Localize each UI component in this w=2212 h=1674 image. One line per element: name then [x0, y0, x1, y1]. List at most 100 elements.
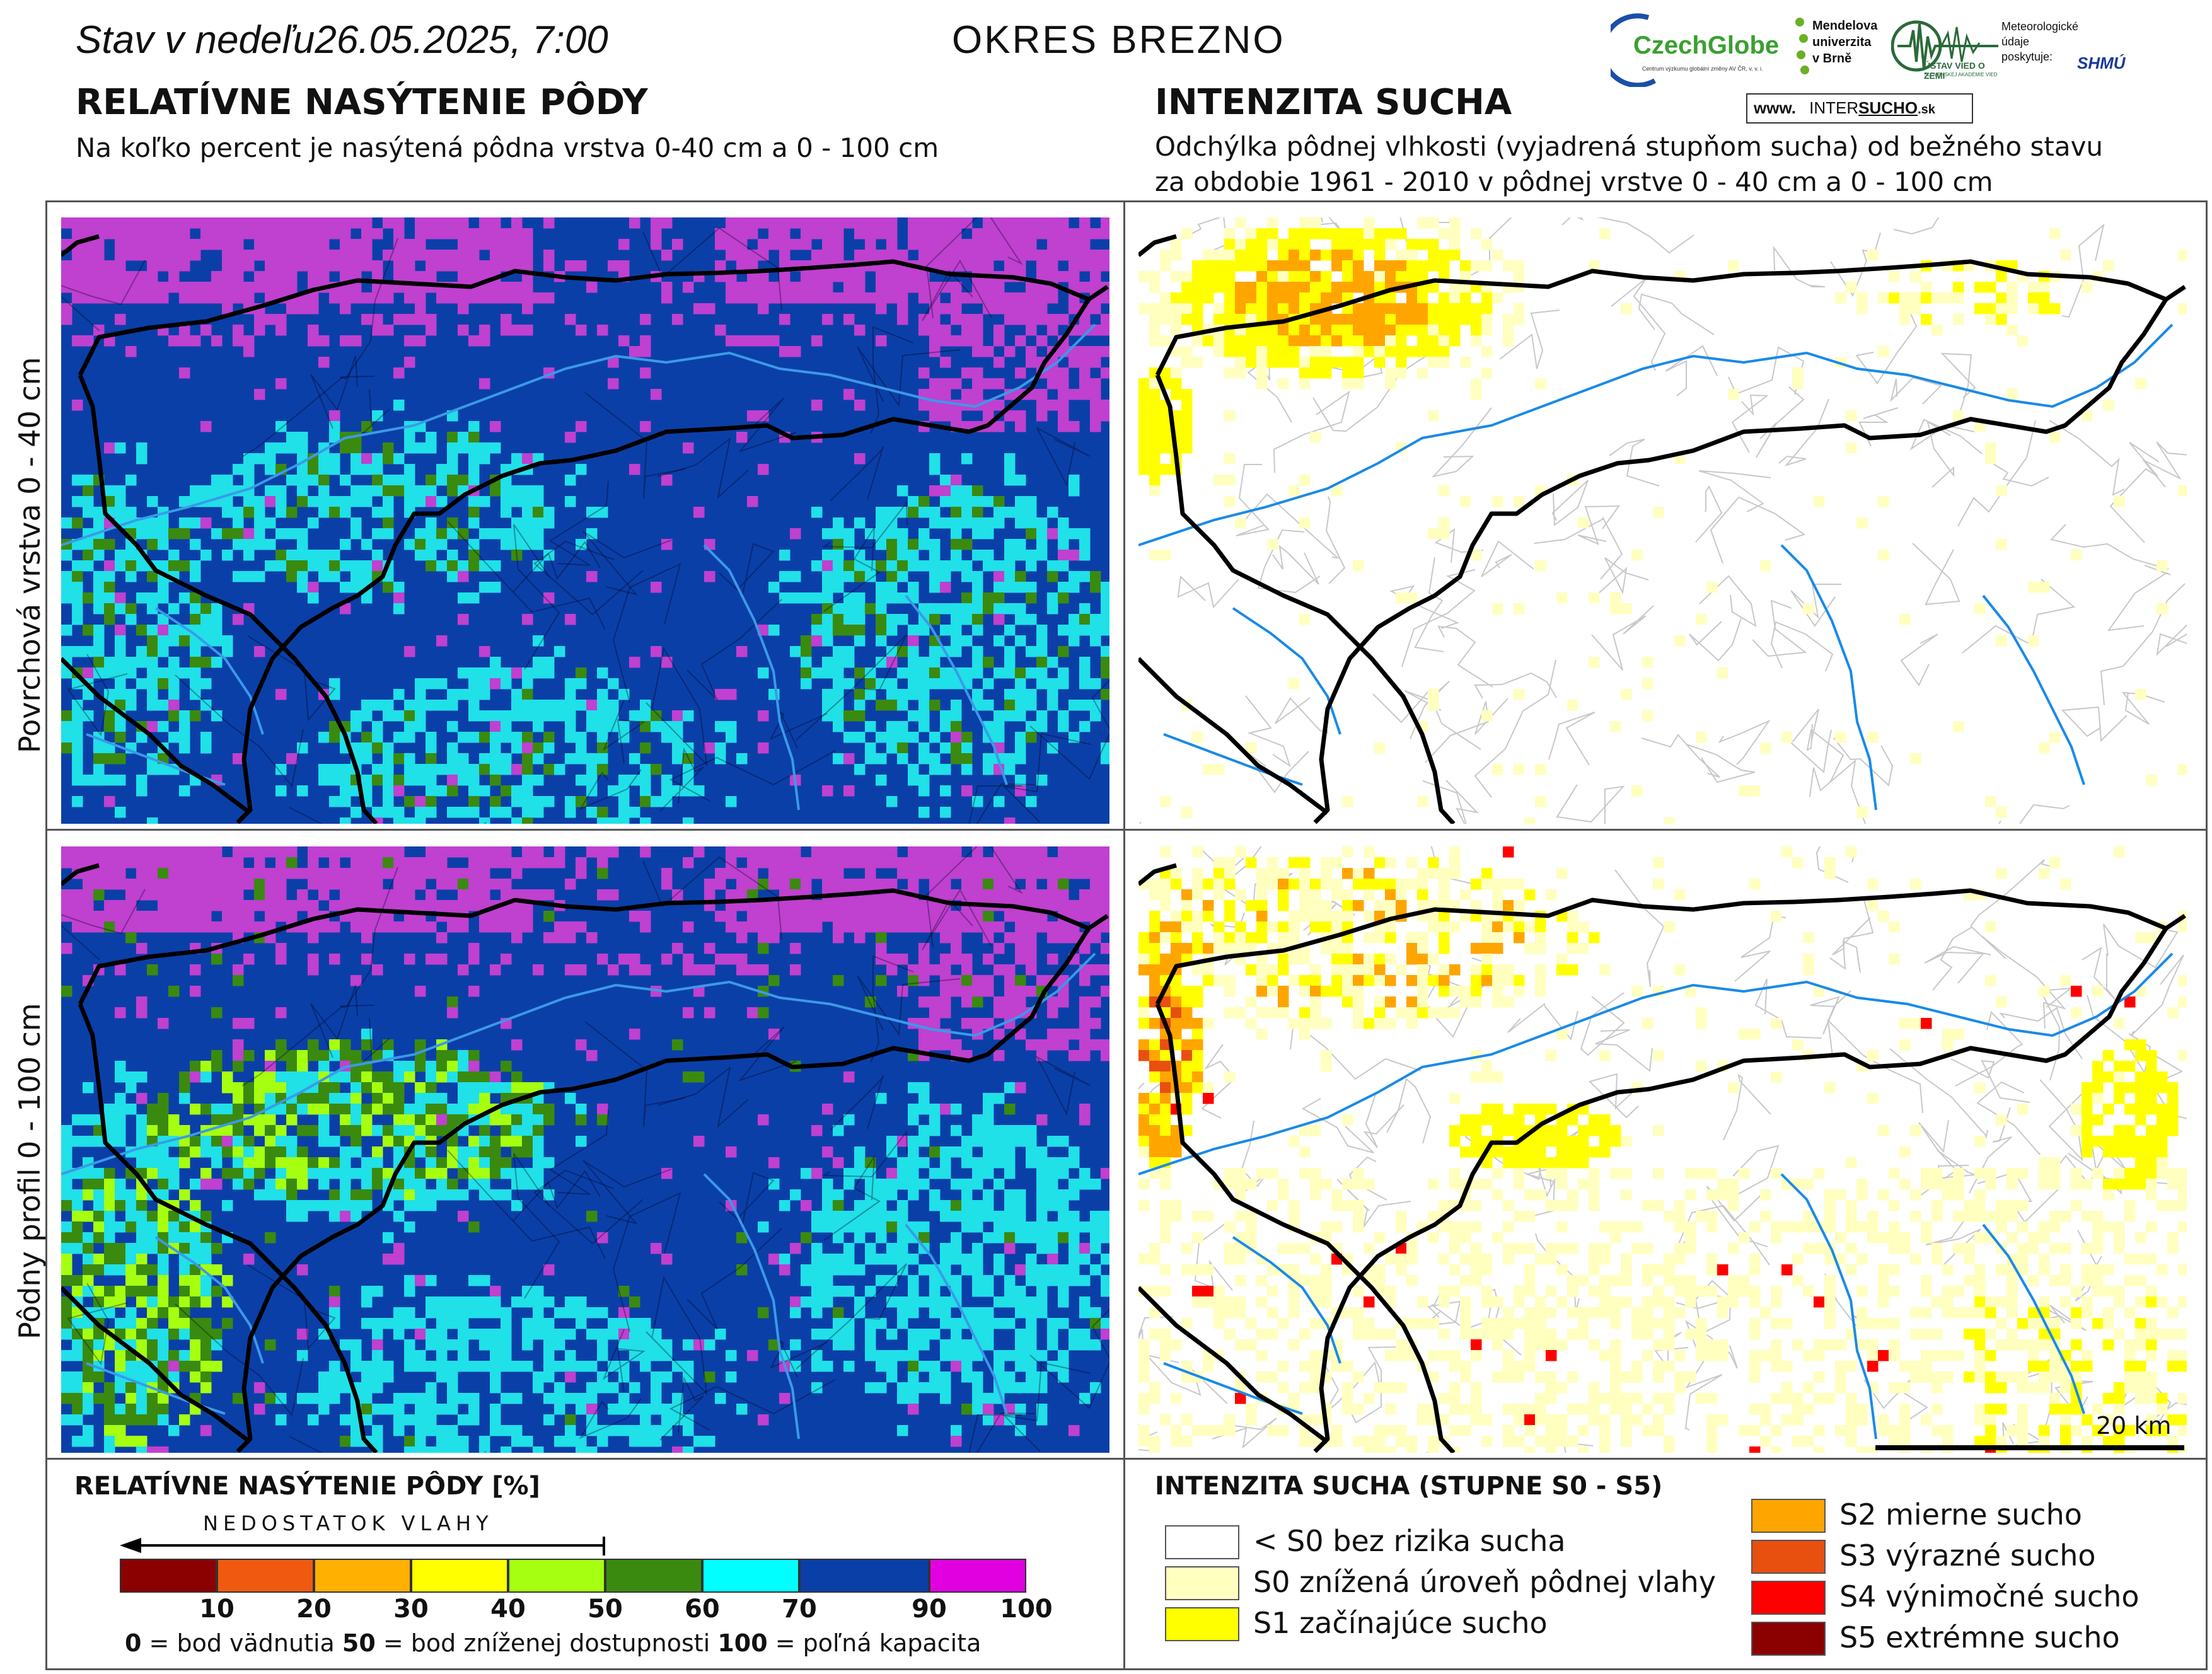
soil-saturation-cell — [522, 1179, 533, 1190]
soil-saturation-cell — [908, 217, 919, 229]
soil-saturation-cell — [801, 678, 812, 690]
soil-saturation-cell — [1079, 678, 1091, 690]
drought-cell — [1439, 250, 1450, 261]
soil-saturation-cell — [993, 635, 1005, 647]
soil-saturation-cell — [1079, 1339, 1091, 1351]
soil-saturation-cell — [125, 1243, 137, 1254]
soil-saturation-cell — [715, 954, 726, 965]
soil-saturation-cell — [254, 1382, 265, 1394]
soil-saturation-cell — [72, 721, 83, 732]
soil-saturation-cell — [897, 868, 908, 879]
soil-saturation-cell — [415, 857, 426, 869]
soil-saturation-cell — [876, 1361, 887, 1372]
soil-saturation-cell — [790, 346, 801, 357]
district-boundary — [584, 1021, 686, 1128]
soil-saturation-cell — [833, 1318, 844, 1329]
soil-saturation-cell — [179, 1146, 190, 1158]
soil-saturation-cell — [147, 1318, 158, 1329]
soil-saturation-cell — [243, 346, 255, 357]
soil-saturation-cell — [1047, 900, 1058, 911]
soil-saturation-cell — [983, 410, 994, 422]
soil-saturation-cell — [136, 560, 148, 572]
soil-saturation-cell — [361, 1168, 373, 1179]
terrain-line — [1833, 737, 1894, 787]
soil-saturation-cell — [843, 911, 855, 922]
drought-cell — [1910, 292, 1921, 304]
soil-saturation-cell — [404, 721, 415, 732]
drought-cell — [1953, 292, 1964, 304]
terrain-line — [1689, 618, 1742, 662]
soil-saturation-cell — [1058, 560, 1069, 572]
drought-cell — [1160, 250, 1171, 261]
soil-saturation-cell — [361, 921, 373, 933]
soil-saturation-cell — [511, 1136, 523, 1147]
soil-saturation-cell — [1026, 1146, 1037, 1158]
drought-cell — [1342, 228, 1353, 240]
soil-saturation-cell — [125, 1436, 137, 1447]
soil-saturation-cell — [715, 753, 726, 765]
soil-saturation-cell — [179, 785, 190, 797]
soil-saturation-cell — [1026, 943, 1037, 954]
soil-saturation-cell — [83, 1275, 94, 1286]
soil-saturation-cell — [961, 335, 973, 347]
soil-saturation-cell — [876, 943, 887, 954]
soil-saturation-cell — [865, 689, 876, 700]
soil-saturation-cell — [115, 603, 126, 615]
soil-saturation-cell — [275, 889, 287, 901]
soil-saturation-cell — [72, 1114, 83, 1126]
soil-saturation-cell — [275, 846, 287, 858]
drought-cell — [1364, 217, 1375, 229]
soil-saturation-cell — [940, 1296, 951, 1308]
drought-cell — [1439, 260, 1450, 272]
soil-saturation-cell — [736, 964, 748, 976]
terrain-line — [1809, 759, 1866, 824]
saturation-map-profile — [61, 846, 1109, 1453]
soil-saturation-cell — [1047, 528, 1058, 540]
soil-saturation-cell — [361, 1104, 373, 1115]
soil-saturation-cell — [972, 367, 983, 379]
soil-saturation-cell — [929, 560, 941, 572]
soil-saturation-cell — [415, 485, 426, 497]
soil-saturation-cell — [736, 250, 748, 261]
soil-saturation-cell — [565, 1414, 576, 1426]
soil-saturation-cell — [522, 667, 533, 679]
soil-saturation-cell — [972, 517, 983, 529]
soil-saturation-cell — [1101, 1221, 1109, 1233]
soil-saturation-cell — [554, 1307, 565, 1319]
soil-saturation-cell — [511, 528, 523, 540]
soil-saturation-cell — [318, 1179, 330, 1190]
czechglobe-name: CzechGlobe — [1633, 32, 1780, 59]
drought-cell — [1449, 282, 1461, 293]
soil-saturation-cell — [1079, 975, 1091, 986]
soil-saturation-cell — [1058, 1296, 1069, 1308]
soil-saturation-cell — [329, 410, 340, 422]
soil-saturation-cell — [372, 292, 383, 304]
soil-saturation-cell — [747, 282, 758, 293]
soil-saturation-cell — [854, 625, 866, 636]
mendelu-line1: Mendelova — [1812, 19, 1878, 33]
soil-saturation-cell — [115, 1318, 126, 1329]
soil-saturation-cell — [1068, 700, 1080, 711]
soil-saturation-cell — [393, 1404, 405, 1415]
soil-saturation-cell — [361, 1361, 373, 1372]
soil-saturation-cell — [501, 1339, 512, 1351]
soil-saturation-cell — [897, 282, 908, 293]
soil-saturation-cell — [736, 292, 748, 304]
soil-saturation-cell — [972, 975, 983, 986]
soil-saturation-cell — [554, 921, 565, 933]
soil-saturation-cell — [811, 667, 823, 679]
soil-saturation-cell — [1036, 1404, 1048, 1415]
soil-saturation-cell — [983, 1286, 994, 1297]
soil-saturation-cell — [361, 1179, 373, 1190]
soil-saturation-cell — [458, 271, 469, 282]
soil-saturation-cell — [104, 657, 115, 668]
soil-saturation-cell — [1068, 475, 1080, 486]
soil-saturation-cell — [715, 228, 726, 240]
soil-saturation-cell — [490, 1425, 501, 1436]
soil-saturation-cell — [811, 507, 823, 518]
soil-saturation-cell — [200, 868, 212, 879]
soil-saturation-cell — [1015, 1189, 1026, 1201]
soil-saturation-cell — [1058, 1350, 1069, 1361]
soil-saturation-cell — [200, 921, 212, 933]
soil-saturation-cell — [747, 496, 758, 507]
